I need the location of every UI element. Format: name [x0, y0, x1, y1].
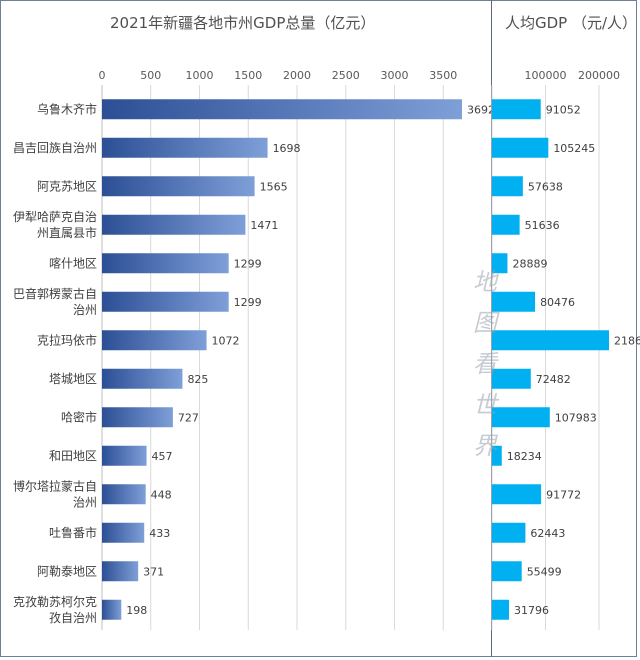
gdp-value-label: 1698	[273, 142, 301, 155]
x-tick-label: 500	[140, 69, 161, 82]
gdp-value-label: 3692	[467, 103, 495, 116]
per-capita-value-label: 55499	[527, 565, 562, 578]
per-capita-bar	[492, 561, 522, 582]
x-tick-label: 100000	[525, 69, 567, 82]
category-label: 巴音郭楞蒙古自治州	[13, 286, 97, 317]
per-capita-bar	[492, 445, 502, 466]
per-capita-bar	[492, 484, 542, 505]
gdp-bar	[102, 176, 255, 197]
per-capita-value-label: 107983	[555, 411, 597, 424]
category-label: 乌鲁木齐市	[37, 101, 97, 116]
category-label: 阿勒泰地区	[37, 564, 97, 578]
gdp-value-label: 727	[178, 411, 199, 424]
gdp-bar	[102, 599, 122, 620]
per-capita-value-label: 51636	[525, 219, 560, 232]
gdp-value-label: 1471	[250, 219, 278, 232]
per-capita-value-label: 28889	[512, 257, 547, 270]
category-label: 塔城地区	[49, 372, 97, 386]
per-capita-value-label: 218647	[614, 334, 640, 347]
category-label: 博尔塔拉蒙古自治州	[13, 478, 97, 509]
per-capita-bar	[492, 99, 541, 120]
watermark-char: 看	[473, 350, 497, 378]
x-tick-label: 2000	[283, 69, 311, 82]
gdp-value-label: 1299	[234, 296, 262, 309]
gdp-value-label: 825	[187, 373, 208, 386]
per-capita-bar	[492, 330, 609, 351]
gdp-bar	[102, 522, 145, 543]
category-label: 哈密市	[61, 409, 97, 424]
x-tick-label: 0	[99, 69, 106, 82]
gdp-bar	[102, 291, 229, 312]
gdp-value-label: 448	[151, 488, 172, 501]
per-capita-value-label: 105245	[553, 142, 595, 155]
per-capita-value-label: 80476	[540, 296, 575, 309]
category-label: 克孜勒苏柯尔克孜自治州	[13, 594, 97, 625]
per-capita-bar	[492, 253, 508, 274]
gdp-bar	[102, 99, 462, 120]
gdp-value-label: 1565	[260, 180, 288, 193]
watermark-char: 图	[473, 309, 497, 337]
per-capita-value-label: 62443	[530, 527, 565, 540]
gdp-bar	[102, 561, 139, 582]
gdp-per-capita-title: 人均GDP （元/人）	[505, 14, 638, 32]
per-capita-value-label: 91772	[546, 488, 581, 501]
gdp-bar	[102, 368, 183, 389]
per-capita-bar	[492, 599, 510, 620]
x-tick-label: 3500	[429, 69, 457, 82]
gdp-bar	[102, 445, 147, 466]
category-label: 喀什地区	[49, 256, 97, 270]
x-tick-label: 1500	[234, 69, 262, 82]
category-label: 伊犁哈萨克自治州直属县市	[13, 210, 97, 240]
gdp-value-label: 371	[143, 565, 164, 578]
gdp-bar	[102, 214, 246, 235]
per-capita-bar	[492, 407, 550, 428]
gdp-value-label: 1299	[234, 257, 262, 270]
gdp-bar	[102, 253, 229, 274]
per-capita-bar	[492, 214, 520, 235]
category-label: 克拉玛依市	[37, 332, 97, 347]
watermark-char: 世	[473, 391, 497, 419]
category-label: 吐鲁番市	[49, 525, 97, 540]
x-tick-label: 1000	[186, 69, 214, 82]
per-capita-value-label: 18234	[507, 450, 542, 463]
gdp-value-label: 1072	[212, 334, 240, 347]
per-capita-value-label: 91052	[546, 103, 581, 116]
gdp-bar	[102, 330, 207, 351]
category-label: 昌吉回族自治州	[13, 141, 97, 155]
per-capita-bar	[492, 137, 549, 158]
x-tick-label: 3000	[381, 69, 409, 82]
per-capita-value-label: 72482	[536, 373, 571, 386]
category-label: 和田地区	[49, 449, 97, 463]
x-tick-label: 2500	[332, 69, 360, 82]
gdp-bar	[102, 484, 146, 505]
per-capita-bar	[492, 368, 531, 389]
gdp-value-label: 433	[149, 527, 170, 540]
gdp-bar	[102, 137, 268, 158]
gdp-value-label: 457	[152, 450, 173, 463]
watermark-char: 地	[473, 268, 497, 296]
watermark-char: 界	[473, 432, 497, 460]
per-capita-bar	[492, 176, 523, 197]
per-capita-bar	[492, 522, 526, 543]
gdp-bar	[102, 407, 173, 428]
gdp-total-title: 2021年新疆各地市州GDP总量（亿元）	[110, 14, 376, 32]
category-label: 阿克苏地区	[37, 179, 97, 193]
x-tick-label: 200000	[578, 69, 620, 82]
gdp-value-label: 198	[126, 604, 147, 617]
per-capita-bar	[492, 291, 536, 312]
per-capita-value-label: 57638	[528, 180, 563, 193]
watermark: 地图看世界	[470, 262, 500, 467]
per-capita-value-label: 31796	[514, 604, 549, 617]
